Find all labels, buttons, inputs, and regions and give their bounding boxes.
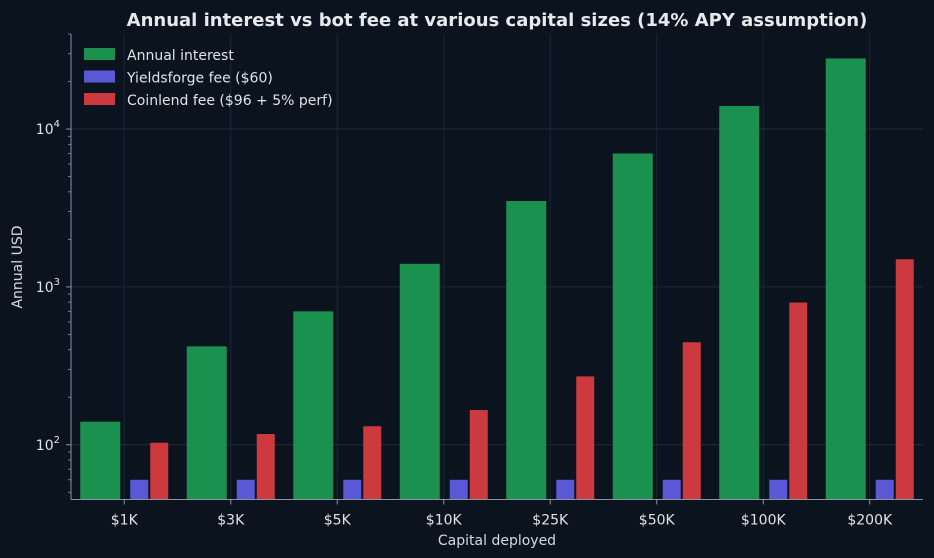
- bar-coinlend-fee: [469, 410, 488, 500]
- x-tick-label: $10K: [426, 513, 463, 529]
- bar-coinlend-fee: [363, 426, 382, 500]
- bar-annual-interest: [506, 201, 547, 500]
- bar-coinlend-fee: [789, 302, 808, 500]
- legend-swatch: [84, 70, 115, 83]
- bar-annual-interest: [612, 153, 653, 500]
- bars: [80, 58, 914, 500]
- bar-annual-interest: [80, 421, 121, 500]
- x-tick-label: $100K: [741, 513, 787, 529]
- bar-yieldsforge-fee: [130, 479, 149, 500]
- x-tick-label: $3K: [217, 513, 245, 529]
- legend-label: Yieldsforge fee ($60): [126, 71, 273, 87]
- bar-yieldsforge-fee: [875, 479, 894, 500]
- y-tick-label: 104: [36, 119, 60, 138]
- bar-yieldsforge-fee: [236, 479, 255, 500]
- y-tick-label: 103: [36, 277, 60, 296]
- x-tick-label: $50K: [639, 513, 676, 529]
- x-tick-label: $1K: [111, 513, 139, 529]
- y-tick-label: 102: [36, 435, 60, 454]
- y-tick-exponent: 4: [54, 119, 60, 130]
- gridlines: [71, 34, 923, 500]
- y-tick-base: 10: [36, 122, 54, 138]
- bar-yieldsforge-fee: [556, 479, 575, 500]
- bar-coinlend-fee: [895, 259, 914, 500]
- bar-yieldsforge-fee: [449, 479, 468, 500]
- bar-annual-interest: [399, 263, 440, 500]
- legend-label: Annual interest: [127, 48, 234, 64]
- x-axis-label: Capital deployed: [438, 533, 556, 549]
- legend-swatch: [84, 48, 115, 60]
- bar-coinlend-fee: [576, 376, 595, 500]
- bar-annual-interest: [825, 58, 866, 500]
- y-tick-exponent: 2: [54, 435, 60, 446]
- bar-annual-interest: [186, 346, 227, 500]
- bar-yieldsforge-fee: [343, 479, 362, 500]
- bar-yieldsforge-fee: [769, 479, 788, 500]
- bar-coinlend-fee: [256, 433, 275, 500]
- y-tick-exponent: 3: [54, 277, 60, 288]
- bar-annual-interest: [293, 311, 334, 500]
- y-tick-base: 10: [36, 280, 54, 296]
- bar-yieldsforge-fee: [662, 479, 681, 500]
- chart-title: Annual interest vs bot fee at various ca…: [127, 10, 868, 31]
- y-axis-label: Annual USD: [10, 225, 26, 308]
- bar-coinlend-fee: [150, 442, 169, 500]
- x-tick-label: $200K: [847, 513, 893, 529]
- y-tick-base: 10: [36, 438, 54, 454]
- x-ticks: $1K $3K $5K $10K $25K $50K $100K $200K: [111, 499, 893, 529]
- legend-swatch: [84, 93, 115, 105]
- bar-annual-interest: [719, 105, 760, 500]
- bar-coinlend-fee: [682, 342, 701, 500]
- x-tick-label: $5K: [324, 513, 352, 529]
- axes: [70, 34, 923, 500]
- x-tick-label: $25K: [532, 513, 569, 529]
- legend-label: Coinlend fee ($96 + 5% perf): [127, 93, 333, 109]
- legend: Annual interest Yieldsforge fee ($60) Coin…: [84, 48, 333, 109]
